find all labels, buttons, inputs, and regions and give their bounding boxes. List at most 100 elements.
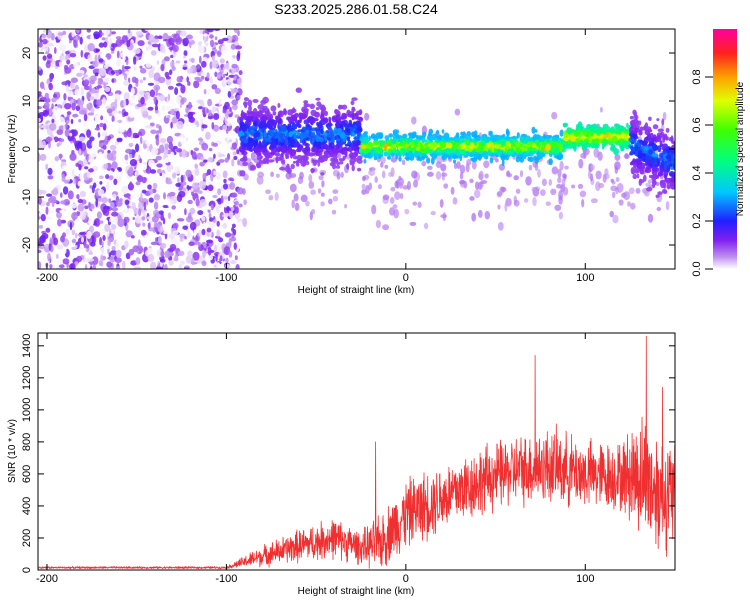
spectrogram-cell bbox=[585, 142, 589, 148]
spectrogram-cell bbox=[343, 147, 350, 152]
spectrogram-cell bbox=[92, 147, 98, 151]
spectrogram-cell bbox=[232, 136, 236, 143]
spectrogram-cell bbox=[307, 151, 311, 156]
spectrogram-cell bbox=[224, 116, 228, 125]
spectrogram-cell bbox=[185, 34, 193, 40]
spectrogram-cell bbox=[287, 123, 292, 128]
spectrogram-cell bbox=[137, 131, 142, 136]
spectrogram-cell bbox=[375, 219, 381, 229]
spectrogram-cell bbox=[455, 132, 460, 139]
spectrogram-cell bbox=[138, 60, 145, 66]
spectrogram-cell bbox=[190, 66, 193, 74]
spectrogram-cell bbox=[466, 159, 472, 166]
spectrogram-cell bbox=[226, 78, 233, 86]
spectrogram-cell bbox=[411, 116, 417, 125]
spectrogram-cell bbox=[656, 206, 662, 212]
spectrogram-cell bbox=[629, 151, 634, 155]
spectrogram-cell bbox=[108, 198, 112, 204]
spectrogram-cell bbox=[513, 175, 520, 181]
spectrogram-cell bbox=[153, 193, 161, 201]
spectrogram-cell bbox=[331, 160, 337, 165]
spectrogram-cell bbox=[209, 217, 214, 222]
spectrogram-cell bbox=[361, 183, 366, 190]
spectrogram-cell bbox=[48, 242, 52, 251]
spectrogram-cell bbox=[580, 141, 586, 145]
spectrogram-cell bbox=[608, 137, 613, 143]
spectrogram-cell bbox=[222, 222, 228, 229]
spectrogram-cell bbox=[111, 150, 117, 156]
spectrogram-cell bbox=[196, 63, 201, 70]
spectrogram-cell bbox=[614, 153, 621, 161]
spectrogram-cell bbox=[449, 137, 454, 141]
spectrogram-cell bbox=[46, 201, 50, 207]
spectrogram-cell bbox=[609, 210, 614, 218]
spectrogram-cell bbox=[193, 147, 199, 152]
spectrogram-cell bbox=[643, 174, 647, 182]
spectrogram-cell bbox=[193, 229, 197, 238]
spectrogram-cell bbox=[48, 82, 53, 91]
spectrogram-cell bbox=[364, 112, 370, 121]
spectrogram-cell bbox=[66, 210, 71, 216]
spectrogram-cell bbox=[394, 191, 401, 200]
spectrogram-cell bbox=[489, 157, 494, 164]
spectrogram-cell bbox=[238, 220, 243, 228]
spectrogram-cell bbox=[278, 142, 284, 147]
spectrogram-cell bbox=[198, 106, 203, 110]
spectrogram-cell bbox=[156, 168, 162, 174]
spectrogram-cell bbox=[157, 235, 162, 245]
spectrogram-cell bbox=[611, 135, 618, 143]
spectrogram-cell bbox=[76, 29, 80, 34]
spectrogram-cell bbox=[97, 151, 103, 160]
spectrogram-cell bbox=[277, 113, 281, 119]
spectrogram-cell bbox=[104, 86, 111, 92]
spectrogram-cell bbox=[91, 141, 95, 148]
spectrogram-cell bbox=[429, 143, 435, 150]
spectrogram-cell bbox=[106, 261, 113, 268]
spectrogram-cell bbox=[205, 230, 212, 237]
spectrogram-cell bbox=[540, 189, 546, 196]
spectrogram-cell bbox=[303, 119, 310, 125]
spectrogram-cell bbox=[48, 109, 52, 116]
spectrogram-cell bbox=[515, 146, 521, 154]
spectrogram-cell bbox=[470, 157, 475, 161]
spectrogram-cell bbox=[116, 50, 120, 59]
spectrogram-cell bbox=[112, 193, 117, 199]
spectrogram-cell bbox=[514, 142, 521, 146]
spectrogram-cell bbox=[69, 53, 77, 58]
spectrogram-cell bbox=[107, 170, 114, 175]
spectrogram-xtick-label: 0 bbox=[403, 272, 409, 284]
spectrogram-cell bbox=[222, 124, 228, 131]
spectrogram-cell bbox=[89, 83, 92, 91]
spectrogram-cell bbox=[38, 118, 41, 122]
spectrogram-cell bbox=[353, 136, 360, 140]
spectrogram-cell bbox=[562, 186, 569, 196]
spectrogram-cell bbox=[260, 155, 263, 159]
spectrogram-cell bbox=[338, 145, 344, 153]
spectrogram-cell bbox=[207, 184, 214, 192]
spectrogram-cell bbox=[602, 173, 607, 183]
spectrogram-cell bbox=[293, 132, 297, 140]
colorbar-tick-label: 0.4 bbox=[691, 165, 703, 180]
spectrogram-cell bbox=[526, 147, 532, 153]
spectrogram-cell bbox=[339, 161, 344, 165]
spectrogram-cell bbox=[405, 152, 409, 160]
colorbar-tick-label: 0.8 bbox=[691, 69, 703, 84]
spectrogram-cell bbox=[635, 187, 641, 194]
spectrogram-cell bbox=[636, 120, 639, 126]
spectrogram-cell bbox=[52, 38, 57, 46]
spectrogram-cell bbox=[659, 167, 664, 175]
spectrogram-cell bbox=[344, 203, 348, 209]
spectrogram-cell bbox=[356, 158, 363, 164]
spectrogram-cell bbox=[71, 238, 77, 244]
spectrogram-cell bbox=[38, 152, 41, 162]
spectrogram-cell bbox=[331, 137, 334, 144]
spectrogram-cell bbox=[84, 85, 91, 91]
spectrogram-cell bbox=[89, 225, 94, 233]
spectrogram-cell bbox=[353, 129, 360, 134]
spectrogram-cell bbox=[315, 135, 320, 143]
spectrogram-cell bbox=[180, 260, 185, 266]
spectrogram-cell bbox=[63, 93, 67, 101]
spectrogram-cell bbox=[398, 156, 402, 162]
spectrogram-cell bbox=[99, 122, 104, 128]
spectrogram-cell bbox=[399, 192, 404, 200]
